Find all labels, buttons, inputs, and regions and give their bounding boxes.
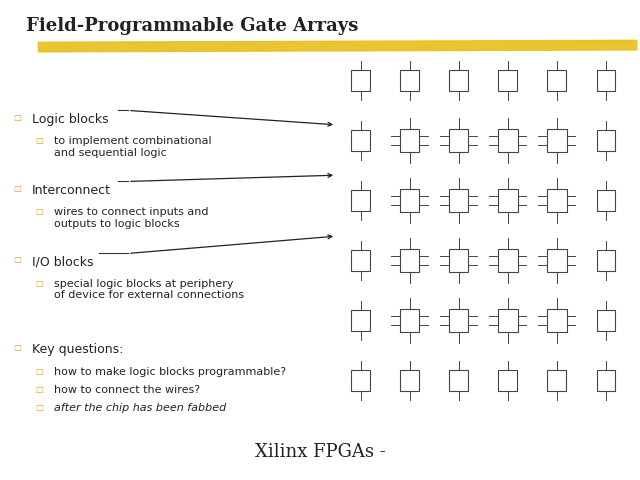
- Bar: [351, 70, 370, 91]
- Text: special logic blocks at periphery
of device for external connections: special logic blocks at periphery of dev…: [54, 279, 244, 300]
- Bar: [547, 249, 566, 272]
- Text: Field-Programmable Gate Arrays: Field-Programmable Gate Arrays: [26, 17, 358, 35]
- Bar: [400, 249, 419, 272]
- Bar: [498, 309, 518, 332]
- Text: □: □: [35, 279, 43, 288]
- Bar: [596, 190, 615, 211]
- Text: wires to connect inputs and
outputs to logic blocks: wires to connect inputs and outputs to l…: [54, 207, 209, 229]
- Bar: [351, 250, 370, 271]
- Text: □: □: [35, 367, 43, 376]
- Bar: [400, 189, 419, 212]
- Text: how to make logic blocks programmable?: how to make logic blocks programmable?: [54, 367, 287, 377]
- Text: □: □: [13, 184, 20, 193]
- Bar: [351, 190, 370, 211]
- Text: □: □: [13, 255, 20, 264]
- Text: □: □: [35, 403, 43, 412]
- Bar: [596, 70, 615, 91]
- Bar: [351, 130, 370, 151]
- Text: how to connect the wires?: how to connect the wires?: [54, 385, 200, 395]
- Bar: [449, 70, 468, 91]
- Text: □: □: [35, 136, 43, 145]
- Text: Logic blocks: Logic blocks: [32, 113, 109, 126]
- Bar: [498, 129, 518, 152]
- Bar: [351, 310, 370, 331]
- Text: □: □: [35, 385, 43, 394]
- Bar: [547, 129, 566, 152]
- Bar: [400, 129, 419, 152]
- Text: to implement combinational
and sequential logic: to implement combinational and sequentia…: [54, 136, 212, 158]
- Bar: [596, 370, 615, 391]
- Text: after the chip has been fabbed: after the chip has been fabbed: [54, 403, 227, 413]
- Text: □: □: [35, 207, 43, 216]
- Bar: [400, 309, 419, 332]
- Bar: [449, 189, 468, 212]
- Bar: [449, 129, 468, 152]
- Text: I/O blocks: I/O blocks: [32, 255, 93, 268]
- Text: □: □: [13, 343, 20, 352]
- Text: Key questions:: Key questions:: [32, 343, 124, 356]
- Bar: [596, 130, 615, 151]
- Bar: [498, 249, 518, 272]
- Bar: [596, 250, 615, 271]
- Bar: [499, 70, 517, 91]
- Bar: [547, 70, 566, 91]
- Text: □: □: [13, 113, 20, 122]
- Bar: [547, 370, 566, 391]
- Bar: [498, 189, 518, 212]
- Bar: [449, 309, 468, 332]
- Bar: [449, 249, 468, 272]
- Text: Interconnect: Interconnect: [32, 184, 111, 197]
- Bar: [499, 370, 517, 391]
- Bar: [547, 309, 566, 332]
- Bar: [351, 370, 370, 391]
- Bar: [400, 370, 419, 391]
- Text: Xilinx FPGAs -: Xilinx FPGAs -: [255, 443, 385, 461]
- Bar: [400, 70, 419, 91]
- Bar: [596, 310, 615, 331]
- Polygon shape: [38, 40, 637, 52]
- Bar: [547, 189, 566, 212]
- Bar: [449, 370, 468, 391]
